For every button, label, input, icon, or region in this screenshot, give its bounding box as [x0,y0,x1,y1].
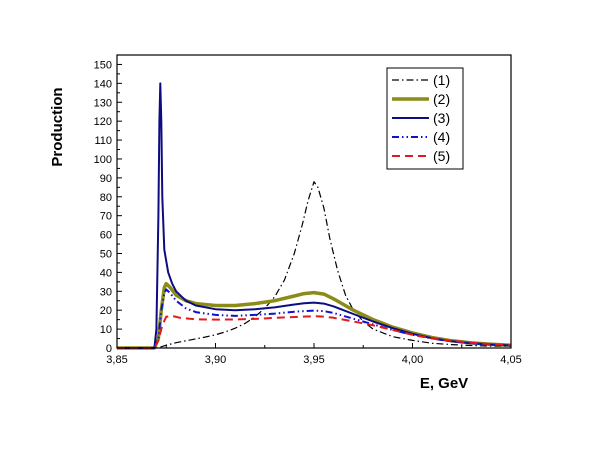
x-tick-label: 4,00 [402,354,423,366]
y-tick-label: 10 [100,324,112,336]
y-tick-label: 70 [100,211,112,223]
y-tick-label: 120 [94,116,112,128]
x-tick-label: 3,85 [106,354,127,366]
legend-label-4: (4) [433,129,450,145]
legend: (1) (2) (3) (4) (5) [386,67,464,170]
legend-label-2: (2) [433,91,450,107]
y-tick-label: 100 [94,154,112,166]
y-tick-label: 0 [106,343,112,355]
legend-label-3: (3) [433,110,450,126]
y-tick-label: 50 [100,248,112,260]
y-tick-label: 150 [94,59,112,71]
y-tick-label: 110 [94,135,112,147]
x-axis-title: E, GeV [420,375,468,392]
x-tick-label: 3,95 [303,354,324,366]
series-line-1 [117,181,512,349]
legend-label-5: (5) [433,148,450,164]
axes-layer: 3,85 3,90 3,95 4,00 4,05 0 10 20 30 40 50 60 70 80 90 1… [94,54,522,366]
y-tick-label: 80 [100,192,112,204]
series-line-5 [117,314,512,349]
y-tick-label: 40 [100,267,112,279]
y-tick-label: 60 [100,230,112,242]
y-tick-label: 140 [94,78,112,90]
series-line-3 [117,82,512,349]
x-tick-label: 3,90 [205,354,226,366]
y-tick-label: 90 [100,173,112,185]
y-tick-label: 30 [100,286,112,298]
y-tick-label: 130 [94,97,112,109]
y-axis-title: Production [49,87,66,166]
legend-label-1: (1) [433,72,450,88]
series-layer [117,82,512,350]
y-tick-label: 20 [100,305,112,317]
x-tick-label: 4,05 [500,354,521,366]
